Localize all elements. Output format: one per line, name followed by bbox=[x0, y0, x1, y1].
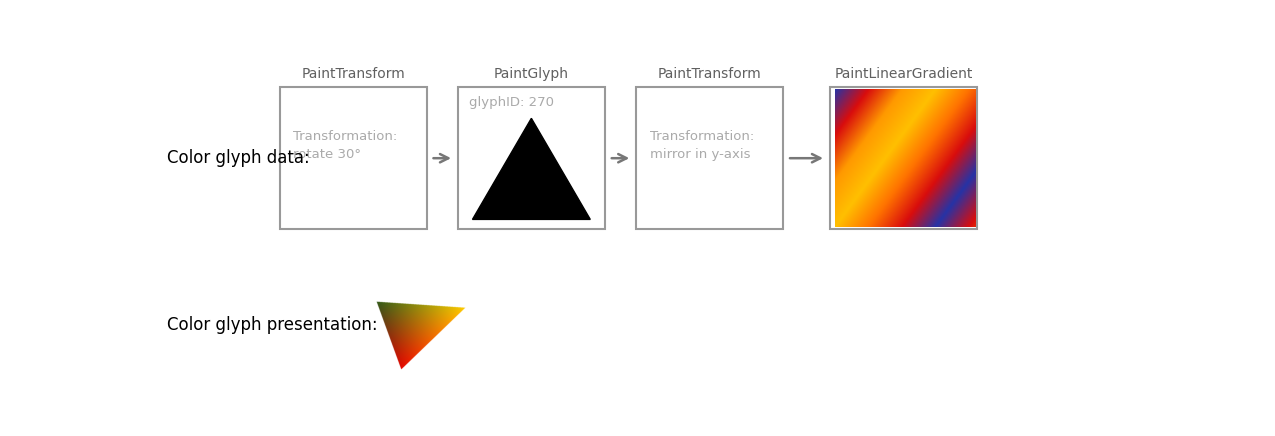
Text: PaintTransform: PaintTransform bbox=[658, 67, 761, 81]
Bar bbox=[458, 87, 606, 229]
Text: Color glyph presentation:: Color glyph presentation: bbox=[167, 316, 377, 334]
Bar bbox=[636, 87, 783, 229]
Bar bbox=[279, 87, 427, 229]
Polygon shape bbox=[473, 118, 590, 219]
Text: PaintLinearGradient: PaintLinearGradient bbox=[834, 67, 973, 81]
Bar bbox=[830, 87, 977, 229]
Text: Transformation:
mirror in y-axis: Transformation: mirror in y-axis bbox=[650, 129, 755, 161]
Text: PaintGlyph: PaintGlyph bbox=[493, 67, 569, 81]
Text: PaintTransform: PaintTransform bbox=[301, 67, 405, 81]
Text: Color glyph data:: Color glyph data: bbox=[167, 149, 310, 167]
Text: glyphID: 270: glyphID: 270 bbox=[469, 96, 553, 109]
Text: Transformation:
rotate 30°: Transformation: rotate 30° bbox=[293, 129, 398, 161]
